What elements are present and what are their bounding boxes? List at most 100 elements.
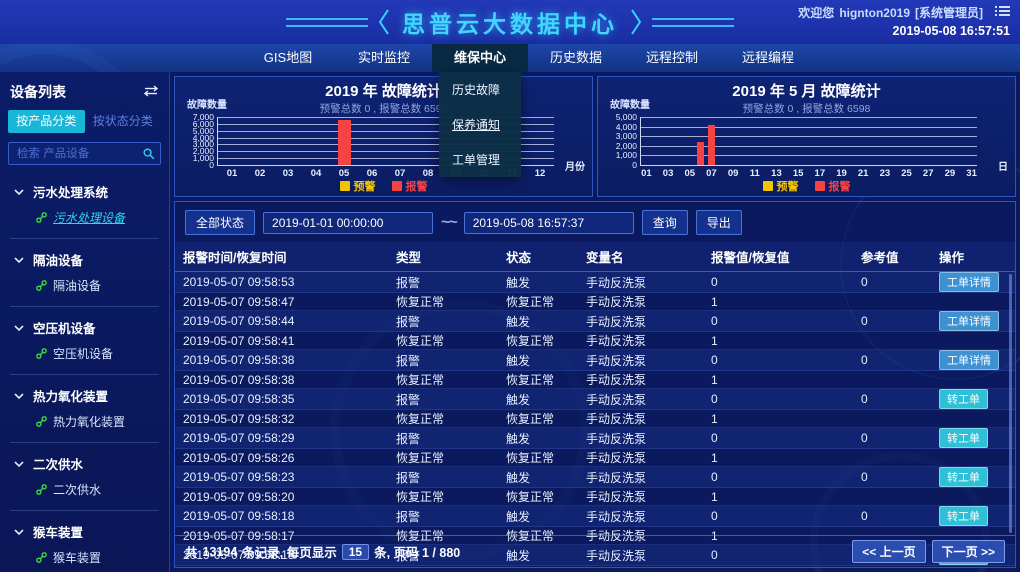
chart-legend: 预警 报警 bbox=[175, 178, 592, 194]
legend-swatch bbox=[339, 181, 350, 191]
tree-parent-label: 猴车装置 bbox=[33, 526, 84, 540]
cell-alarm-time: 2019-05-07 09:58:32 bbox=[183, 411, 295, 426]
query-button[interactable]: 查询 bbox=[641, 210, 688, 235]
sidebar-tab[interactable]: 按产品分类 bbox=[8, 110, 85, 133]
legend-item[interactable]: 报警 bbox=[391, 178, 428, 194]
cell-action: 工单详情 bbox=[939, 350, 1015, 370]
nav-item-5[interactable]: 远程控制 bbox=[645, 50, 698, 65]
status-filter-dropdown[interactable]: 全部状态 bbox=[185, 210, 256, 235]
page-title: 思普云大数据中心 bbox=[402, 11, 618, 37]
menu-icon[interactable] bbox=[995, 5, 1010, 20]
work-order-detail-button[interactable]: 工单详情 bbox=[939, 350, 999, 370]
fault-chart: 2019 年 5 月 故障统计 预警总数 0 , 报警总数 6598 故障数量 … bbox=[597, 76, 1016, 197]
y-tick-label: 3,000 bbox=[192, 139, 214, 150]
table-row: 2019-05-07 09:58:29 报警 触发 手动反洗泵 0 0 转工单 bbox=[175, 428, 1015, 449]
tree-parent-item[interactable]: 热力氧化装置 bbox=[0, 383, 169, 408]
x-tick-label: 06 bbox=[366, 168, 378, 179]
search-input[interactable] bbox=[8, 142, 161, 165]
nav-item-2[interactable]: 实时监控 bbox=[357, 50, 410, 65]
cell-alarm-time: 2019-05-07 09:58:23 bbox=[183, 470, 295, 484]
tree-child-item[interactable]: 隔油设备 bbox=[0, 272, 169, 298]
tree-child-item[interactable]: 污水处理设备 bbox=[0, 204, 169, 230]
tree-parent-item[interactable]: 二次供水 bbox=[0, 451, 169, 476]
swap-icon[interactable] bbox=[143, 84, 159, 100]
tree-parent-item[interactable]: 隔油设备 bbox=[0, 247, 169, 272]
nav-item-3[interactable]: 维保中心 bbox=[432, 44, 528, 72]
summary-suffix: 条, 页码 1 / 880 bbox=[374, 546, 461, 560]
dropdown-item[interactable]: 历史故障 bbox=[452, 83, 501, 97]
cell-ref-value: 0 bbox=[861, 509, 868, 523]
y-tick-label: 3,000 bbox=[615, 131, 637, 142]
cell-variable: 手动反洗泵 bbox=[586, 490, 647, 504]
table-row: 2019-05-07 09:58:38 报警 触发 手动反洗泵 0 0 工单详情 bbox=[175, 350, 1015, 371]
legend-item[interactable]: 预警 bbox=[339, 178, 376, 194]
transfer-work-order-button[interactable]: 转工单 bbox=[939, 389, 988, 409]
cell-status: 触发 bbox=[506, 431, 531, 446]
legend-label: 预警 bbox=[776, 181, 799, 193]
divider bbox=[10, 442, 159, 443]
date-range-separator: ~~ bbox=[441, 213, 458, 231]
nav-item-6[interactable]: 远程编程 bbox=[741, 50, 794, 65]
cell-value: 1 bbox=[711, 372, 718, 387]
tree-parent-label: 隔油设备 bbox=[33, 254, 84, 268]
chart-gridline bbox=[641, 117, 977, 118]
tree-child-item[interactable]: 二次供水 bbox=[0, 476, 169, 502]
total-records: 13194 bbox=[202, 544, 238, 559]
prev-page-button[interactable]: << 上一页 bbox=[852, 540, 926, 563]
table-row: 2019-05-07 09:58:26 恢复正常 恢复正常 手动反洗泵 1 bbox=[175, 449, 1015, 467]
table-row: 2019-05-07 09:58:35 报警 触发 手动反洗泵 0 0 转工单 bbox=[175, 389, 1015, 410]
transfer-work-order-button[interactable]: 转工单 bbox=[939, 428, 988, 448]
work-order-detail-button[interactable]: 工单详情 bbox=[939, 311, 999, 331]
chart-x-axis-label: 月份 bbox=[565, 162, 585, 173]
x-tick-label: 21 bbox=[857, 168, 869, 179]
work-order-detail-button[interactable]: 工单详情 bbox=[939, 272, 999, 292]
cell-value: 0 bbox=[711, 548, 718, 562]
page-size-input[interactable]: 15 bbox=[341, 543, 370, 560]
column-header: 参考值 bbox=[861, 251, 899, 265]
table-row: 2019-05-07 09:58:23 报警 触发 手动反洗泵 0 0 转工单 bbox=[175, 467, 1015, 488]
nav-item-1[interactable]: GIS地图 bbox=[263, 50, 313, 65]
date-from-input[interactable] bbox=[263, 211, 434, 234]
tree-parent-item[interactable]: 空压机设备 bbox=[0, 315, 169, 340]
transfer-work-order-button[interactable]: 转工单 bbox=[939, 467, 988, 487]
x-tick-label: 15 bbox=[792, 168, 804, 179]
cell-variable: 手动反洗泵 bbox=[586, 451, 647, 465]
chart-gridline bbox=[218, 130, 554, 132]
tree-child-label: 二次供水 bbox=[53, 483, 102, 497]
legend-item[interactable]: 报警 bbox=[814, 178, 851, 194]
title-deco-line-left bbox=[286, 17, 368, 27]
cell-value: 0 bbox=[711, 470, 718, 484]
cell-status: 恢复正常 bbox=[506, 451, 555, 465]
alarm-table-panel: 全部状态 ~~ 查询 导出 报警时间/恢复时间 类型 状态 变量名 报警值/恢复值 参考值… bbox=[174, 201, 1016, 568]
sidebar-tab[interactable]: 按状态分类 bbox=[92, 114, 153, 128]
table-scrollbar[interactable] bbox=[1009, 274, 1012, 533]
cell-status: 恢复正常 bbox=[506, 529, 555, 543]
cell-value: 0 bbox=[711, 392, 718, 406]
dropdown-item[interactable]: 保养通知 bbox=[452, 118, 501, 132]
cell-type: 报警 bbox=[396, 275, 421, 290]
cell-action: 工单详情 bbox=[939, 272, 1015, 292]
tree-parent-item[interactable]: 猴车装置 bbox=[0, 519, 169, 544]
next-page-button[interactable]: 下一页 >> bbox=[931, 540, 1005, 563]
table-row: 2019-05-07 09:58:41 恢复正常 恢复正常 手动反洗泵 1 bbox=[175, 332, 1015, 350]
legend-label: 报警 bbox=[828, 181, 851, 193]
tree-parent-item[interactable]: 污水处理系统 bbox=[0, 179, 169, 204]
tree-child-item[interactable]: 热力氧化装置 bbox=[0, 408, 169, 434]
dropdown-item[interactable]: 工单管理 bbox=[452, 153, 501, 167]
x-tick-label: 02 bbox=[254, 168, 266, 179]
cell-action: 转工单 bbox=[939, 506, 1015, 526]
y-tick-label: 5,000 bbox=[192, 125, 214, 136]
cell-value: 1 bbox=[711, 450, 718, 465]
export-button[interactable]: 导出 bbox=[695, 210, 742, 235]
tree-child-item[interactable]: 猴车装置 bbox=[0, 544, 169, 570]
nav-item-4[interactable]: 历史数据 bbox=[549, 50, 602, 65]
date-to-input[interactable] bbox=[463, 211, 634, 234]
x-tick-label: 11 bbox=[749, 168, 760, 179]
transfer-work-order-button[interactable]: 转工单 bbox=[939, 506, 988, 526]
chart-legend: 预警 报警 bbox=[598, 178, 1015, 194]
tree-child-item[interactable]: 空压机设备 bbox=[0, 340, 169, 366]
x-tick-label: 31 bbox=[966, 168, 977, 179]
legend-item[interactable]: 预警 bbox=[762, 178, 799, 194]
cell-status: 触发 bbox=[506, 392, 531, 407]
